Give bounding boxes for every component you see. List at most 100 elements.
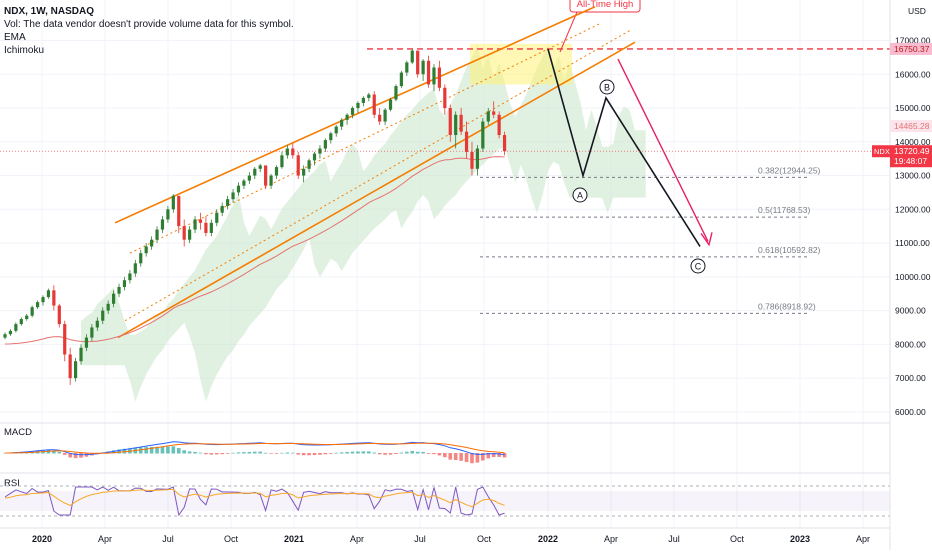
price-tick-label: 15000.00 bbox=[895, 103, 931, 113]
time-tick-label: Oct bbox=[224, 534, 239, 544]
macd-hist-bar bbox=[448, 453, 453, 460]
time-tick-label: Apr bbox=[856, 534, 870, 544]
price-tick-label: 12000.00 bbox=[895, 204, 931, 214]
candle-body bbox=[421, 60, 425, 75]
candle-body bbox=[367, 94, 371, 98]
ath-badge-bg bbox=[890, 42, 932, 55]
macd-hist-bar bbox=[426, 453, 431, 454]
time-tick-label: 2020 bbox=[32, 534, 52, 544]
macd-hist-bar bbox=[301, 453, 306, 456]
projection-arrow-line bbox=[617, 58, 709, 242]
candle-body bbox=[46, 290, 51, 298]
candle-body bbox=[264, 165, 268, 186]
candle-body bbox=[188, 229, 192, 240]
candle-body bbox=[345, 114, 349, 120]
macd-hist-bar bbox=[470, 453, 474, 464]
candle-body bbox=[394, 86, 398, 100]
price-tick-label: 11000.00 bbox=[895, 238, 930, 248]
price-tick-label: 16000.00 bbox=[895, 69, 931, 79]
rsi-line bbox=[4, 486, 505, 517]
candle-body bbox=[383, 109, 387, 122]
candle-body bbox=[112, 293, 116, 304]
ath-badge: 16750.37 bbox=[894, 44, 930, 54]
macd-hist-bar bbox=[372, 452, 377, 454]
macd-hist-bar bbox=[388, 453, 393, 455]
macd-hist-bar bbox=[263, 452, 268, 454]
candle-body bbox=[122, 280, 127, 287]
macd-hist-bar bbox=[193, 451, 197, 454]
candle-body bbox=[302, 168, 306, 176]
time-axis[interactable]: 2020 Apr Jul Oct 2021 Apr Jul Oct 2022 Apr Jul Oct 2… bbox=[0, 527, 890, 544]
macd-hist-bar bbox=[220, 453, 224, 455]
macd-hist-bar bbox=[57, 451, 62, 454]
candle-body bbox=[486, 111, 490, 122]
macd-hist-bar bbox=[247, 451, 252, 454]
macd-hist-bar bbox=[52, 450, 56, 454]
macd-hist-bar bbox=[296, 453, 301, 455]
rsi-title: RSI bbox=[4, 478, 20, 489]
macd-hist-bar bbox=[339, 452, 344, 454]
candle-body bbox=[307, 160, 311, 169]
time-tick-label: 2021 bbox=[284, 534, 304, 544]
candle-body bbox=[73, 361, 78, 379]
candle-body bbox=[280, 155, 284, 168]
macd-hist-bar bbox=[318, 453, 322, 455]
macd-hist-bar bbox=[329, 453, 333, 454]
last-price: 13720.49 bbox=[894, 146, 930, 156]
candle-body bbox=[502, 135, 507, 152]
projection-arrow-head bbox=[700, 232, 713, 247]
abc-pattern: A B C bbox=[547, 48, 713, 274]
rsi-band bbox=[0, 491, 890, 511]
macd-hist-bar bbox=[138, 447, 143, 454]
candle-body bbox=[150, 239, 154, 247]
macd-hist-bar bbox=[231, 452, 235, 454]
last-badge-bg bbox=[890, 145, 932, 168]
countdown: 19:48:07 bbox=[894, 156, 927, 166]
macd-hist-bar bbox=[204, 453, 208, 455]
candle-body bbox=[144, 246, 148, 254]
candle-body bbox=[410, 50, 414, 63]
candle-body bbox=[171, 195, 175, 210]
macd-hist-bar bbox=[79, 453, 83, 458]
candle-body bbox=[198, 219, 203, 223]
time-tick-label: Apr bbox=[604, 534, 618, 544]
symbol-line[interactable]: NDX, 1W, NASDAQ bbox=[4, 6, 95, 17]
candle-body bbox=[68, 354, 72, 379]
candle-body bbox=[350, 108, 355, 115]
macd-hist-bar bbox=[225, 453, 230, 454]
time-tick-label: Jul bbox=[668, 534, 680, 544]
wave-label: B bbox=[604, 83, 610, 93]
macd-hist-bar bbox=[149, 446, 154, 454]
price-tick-label: 14000.00 bbox=[895, 137, 931, 147]
candle-body bbox=[492, 111, 496, 115]
macd-hist-bar bbox=[290, 452, 295, 454]
ichimoku-label[interactable]: Ichimoku bbox=[4, 45, 45, 56]
candle-body bbox=[90, 327, 94, 338]
candle-body bbox=[448, 108, 452, 136]
candle-body bbox=[209, 222, 213, 233]
fib-label: 0.382(12944.25) bbox=[758, 165, 821, 175]
candle-body bbox=[274, 167, 279, 176]
time-tick-label: Jul bbox=[162, 534, 174, 544]
macd-hist-bar bbox=[383, 453, 387, 455]
candle-body bbox=[464, 131, 469, 152]
candle-body bbox=[8, 330, 13, 335]
macd-hist-bar bbox=[155, 446, 159, 454]
macd-hist-bar bbox=[312, 453, 317, 456]
macd-hist-bar bbox=[399, 452, 404, 454]
candle-body bbox=[182, 226, 186, 240]
candle-body bbox=[334, 126, 338, 134]
candle-body bbox=[481, 121, 485, 149]
ath-line: All-Time High bbox=[367, 0, 890, 85]
macd-hist-bar bbox=[367, 451, 371, 454]
macd-hist-bar bbox=[252, 451, 257, 454]
candle-body bbox=[356, 102, 360, 109]
macd-hist-bar bbox=[236, 452, 241, 454]
ema-label[interactable]: EMA bbox=[4, 32, 26, 43]
candle-body bbox=[247, 175, 251, 181]
candle-body bbox=[204, 222, 208, 233]
macd-hist-bar bbox=[453, 453, 458, 460]
